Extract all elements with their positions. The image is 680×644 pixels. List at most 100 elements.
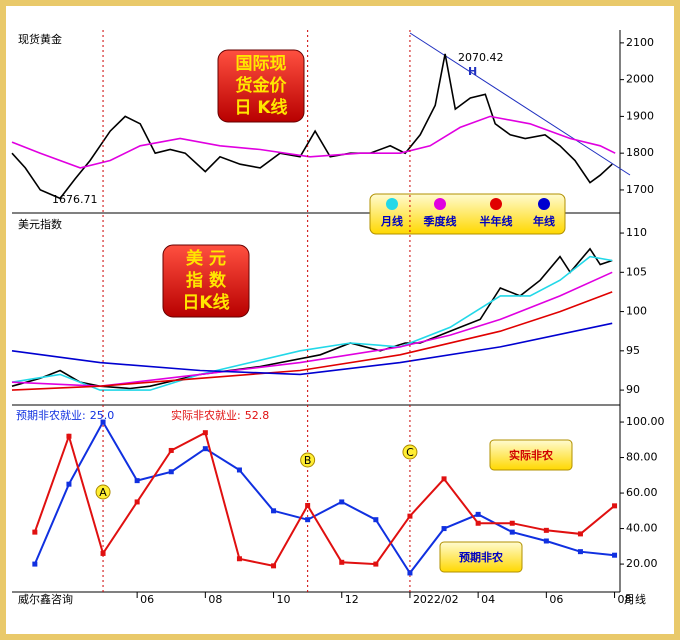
y-tick-label: 80.00 <box>626 451 658 464</box>
point <box>271 508 277 514</box>
annotation: 1676.71 <box>52 193 98 206</box>
series-tag-text: 实际非农 <box>509 448 553 462</box>
point <box>236 556 242 562</box>
point <box>339 559 345 565</box>
x-tick-label: 12 <box>345 593 359 606</box>
legend-label: 年线 <box>533 214 555 228</box>
y-tick-label: 2100 <box>626 36 654 49</box>
readout: 实际非农就业: 52.8 <box>171 408 269 422</box>
annotation: 2070.42 <box>458 51 504 64</box>
y-tick-label: 40.00 <box>626 522 658 535</box>
point <box>543 527 549 533</box>
point <box>475 511 481 517</box>
period: 月线 <box>624 592 646 606</box>
point <box>339 499 345 505</box>
series-line <box>33 431 616 568</box>
point <box>168 447 174 453</box>
y-tick-label: 20.00 <box>626 557 658 570</box>
point <box>32 529 38 535</box>
y-tick-label: 1800 <box>626 146 654 159</box>
badge-text: 美 元 <box>186 248 226 269</box>
panel-title: 美元指数 <box>18 217 62 231</box>
y-tick-label: 2000 <box>626 73 654 86</box>
legend-swatch <box>434 198 446 210</box>
x-tick-label: 04 <box>481 593 495 606</box>
series-line <box>11 322 613 376</box>
series-line <box>11 115 616 169</box>
badge-text: 日K线 <box>182 292 229 313</box>
series-line <box>11 247 613 390</box>
point <box>100 419 106 425</box>
legend <box>369 193 566 235</box>
readout: 预期非农就业: 25.0 <box>16 408 114 422</box>
point <box>305 502 311 508</box>
y-tick-label: 105 <box>626 265 647 278</box>
readout-value: 25.0 <box>90 409 115 422</box>
point <box>373 561 379 567</box>
point <box>407 513 413 519</box>
point <box>134 499 140 505</box>
point <box>612 503 618 509</box>
y-tick-label: 1700 <box>626 183 654 196</box>
point <box>543 538 549 544</box>
badge-text: 日 K线 <box>234 97 287 118</box>
legend-swatch <box>538 198 550 210</box>
series-line <box>11 271 613 388</box>
trend-line <box>409 32 631 176</box>
x-tick-label: 2022/02 <box>413 593 459 606</box>
point <box>509 529 515 535</box>
badge <box>162 244 250 318</box>
badge-text: 指 数 <box>186 270 227 291</box>
readout-label: 实际非农就业: <box>171 408 241 422</box>
series-line <box>11 255 613 391</box>
event-label: C <box>406 446 414 459</box>
legend-swatch <box>490 198 502 210</box>
point <box>100 550 106 556</box>
point <box>612 552 618 558</box>
point <box>66 433 72 439</box>
point <box>236 467 242 473</box>
panel-title: 现货黄金 <box>18 32 62 46</box>
point <box>407 570 413 576</box>
y-tick-label: 95 <box>626 344 640 357</box>
event-label: A <box>99 486 107 499</box>
point <box>202 446 208 452</box>
event-marker <box>402 444 418 460</box>
series-line <box>11 53 613 200</box>
point <box>441 476 447 482</box>
y-tick-label: 90 <box>626 383 640 396</box>
series-line <box>33 419 615 575</box>
y-tick-label: 1900 <box>626 109 654 122</box>
legend-swatch <box>386 198 398 210</box>
badge-text: 国际现 <box>236 54 287 74</box>
point <box>373 517 379 523</box>
event-marker <box>95 484 111 500</box>
point <box>441 526 447 532</box>
point <box>577 549 583 555</box>
point <box>202 430 208 436</box>
point <box>32 561 38 567</box>
legend-label: 月线 <box>380 214 403 228</box>
x-tick-label: 08 <box>618 593 632 606</box>
point <box>66 481 72 487</box>
y-tick-label: 110 <box>626 226 647 239</box>
point <box>168 469 174 475</box>
x-tick-label: 06 <box>140 593 154 606</box>
series-tag <box>489 439 573 471</box>
annotation: H <box>468 65 477 78</box>
x-tick-label: 08 <box>208 593 222 606</box>
source: 威尔鑫咨询 <box>18 592 73 606</box>
series-line <box>11 291 613 391</box>
x-tick-label: 10 <box>277 593 291 606</box>
badge <box>217 49 305 123</box>
readout-value: 52.8 <box>245 409 270 422</box>
point <box>577 531 583 537</box>
series-tag <box>439 541 523 573</box>
y-tick-label: 60.00 <box>626 486 658 499</box>
point <box>475 520 481 526</box>
legend-label: 季度线 <box>423 214 457 228</box>
point <box>134 478 140 484</box>
series-tag-text: 预期非农 <box>459 550 503 564</box>
